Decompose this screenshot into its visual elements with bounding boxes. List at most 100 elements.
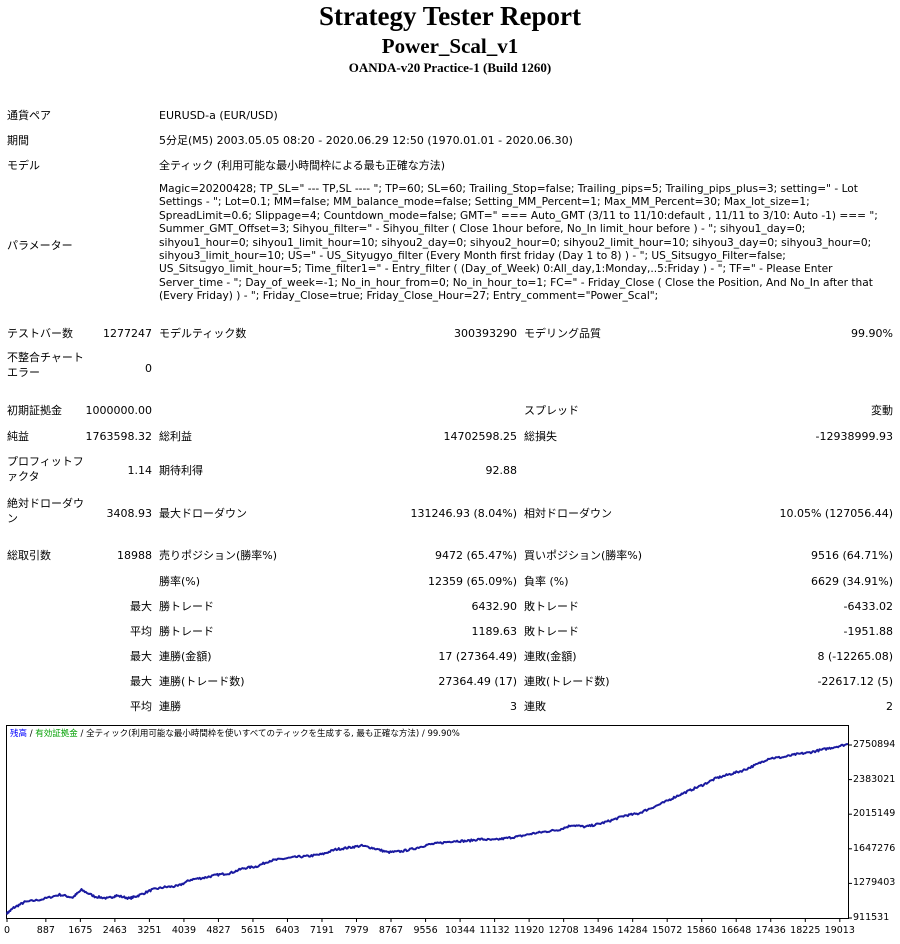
y-tick-label: 2750894 bbox=[853, 739, 896, 750]
long-positions-value: 9516 (64.71%) bbox=[810, 549, 893, 562]
largest-loss-label: 敗トレード bbox=[524, 600, 579, 613]
x-tick-label: 4039 bbox=[171, 925, 196, 936]
net-profit-label: 純益 bbox=[7, 430, 29, 443]
avg-loss-value: -1951.88 bbox=[843, 625, 893, 638]
legend-sep-2: / bbox=[77, 729, 87, 739]
abs-drawdown-label: 絶対ドローダウン bbox=[7, 497, 84, 525]
profit-factor-value: 1.14 bbox=[127, 464, 153, 477]
rel-drawdown-value: 10.05% (127056.44) bbox=[779, 507, 893, 520]
symbol-label: 通貨ペア bbox=[7, 109, 51, 122]
net-profit-value: 1763598.32 bbox=[85, 430, 152, 443]
total-trades-label: 総取引数 bbox=[7, 549, 51, 562]
max-label: 最大 bbox=[130, 600, 152, 613]
y-tick-label: 1279403 bbox=[853, 877, 896, 889]
avg-cons-win-label: 連勝 bbox=[159, 700, 181, 713]
loss-rate-value: 6629 (34.91%) bbox=[810, 575, 893, 588]
x-tick-label: 4827 bbox=[206, 925, 231, 936]
gross-profit-label: 総利益 bbox=[159, 430, 192, 443]
avg-win-value: 1189.63 bbox=[471, 625, 518, 638]
gross-profit-value: 14702598.25 bbox=[443, 430, 517, 443]
x-tick-label: 11920 bbox=[513, 925, 545, 936]
win-rate-label: 勝率(%) bbox=[159, 575, 201, 588]
loss-rate-label: 負率 (%) bbox=[524, 575, 569, 588]
spread-label: スプレッド bbox=[524, 404, 579, 417]
x-tick-label: 6403 bbox=[275, 925, 300, 936]
x-tick-label: 1675 bbox=[68, 925, 93, 936]
x-tick-label: 5615 bbox=[240, 925, 266, 936]
y-tick-label: 1647276 bbox=[853, 842, 896, 854]
x-tick-label: 14284 bbox=[617, 925, 648, 936]
x-tick-label: 0 bbox=[3, 925, 11, 936]
gross-loss-label: 総損失 bbox=[524, 430, 557, 443]
x-tick-label: 3251 bbox=[137, 925, 162, 936]
model-label: モデル bbox=[7, 159, 40, 172]
total-trades-value: 18988 bbox=[117, 549, 152, 562]
legend-sep-3: / bbox=[419, 729, 428, 739]
deposit-label: 初期証拠金 bbox=[7, 404, 62, 417]
x-tick-label: 7979 bbox=[344, 925, 369, 936]
max-cons-loss-money-value: 8 (-12265.08) bbox=[817, 650, 893, 663]
period-label: 期間 bbox=[7, 134, 29, 147]
x-tick-label: 19013 bbox=[824, 925, 855, 936]
ticks-value: 300393290 bbox=[454, 327, 517, 340]
avg-label: 平均 bbox=[130, 625, 152, 638]
x-tick-label: 887 bbox=[36, 925, 55, 936]
max-cons-loss-money-label: 連敗(金額) bbox=[524, 650, 577, 663]
gross-loss-value: -12938999.93 bbox=[815, 430, 893, 443]
bars-label: テストバー数 bbox=[7, 327, 73, 340]
balance-chart bbox=[6, 725, 849, 919]
expected-payoff-label: 期待利得 bbox=[159, 464, 203, 477]
account-info: OANDA-v20 Practice-1 (Build 1260) bbox=[348, 60, 552, 75]
x-tick-label: 15860 bbox=[686, 925, 717, 936]
ea-name: Power_Scal_v1 bbox=[381, 34, 519, 58]
max-cons-win-count-label: 連勝(トレード数) bbox=[159, 675, 245, 688]
x-tick-label: 18225 bbox=[790, 925, 821, 936]
legend-equity: 有効証拠金 bbox=[35, 729, 78, 739]
x-tick-label: 9556 bbox=[413, 925, 438, 936]
spread-value: 変動 bbox=[871, 404, 893, 417]
largest-win-value: 6432.90 bbox=[471, 600, 518, 613]
x-tick-label: 13496 bbox=[583, 925, 614, 936]
win-rate-value: 12359 (65.09%) bbox=[427, 575, 517, 588]
max-cons-win-money-value: 17 (27364.49) bbox=[438, 650, 517, 663]
max-cons-win-money-label: 連勝(金額) bbox=[159, 650, 212, 663]
x-tick-label: 16648 bbox=[721, 925, 752, 936]
params-value: Magic=20200428; TP_SL=" --- TP,SL ---- "… bbox=[159, 183, 878, 303]
legend-sep-1: / bbox=[27, 729, 36, 739]
max-label-3: 最大 bbox=[130, 675, 152, 688]
period-value: 5分足(M5) 2003.05.05 08:20 - 2020.06.29 12… bbox=[159, 134, 573, 147]
symbol-value: EURUSD-a (EUR/USD) bbox=[159, 109, 278, 122]
bars-value: 1277247 bbox=[103, 327, 152, 340]
max-drawdown-label: 最大ドローダウン bbox=[159, 507, 247, 520]
avg-win-label: 勝トレード bbox=[159, 625, 214, 638]
avg-cons-win-value: 3 bbox=[510, 700, 517, 713]
legend-model: 全ティック(利用可能な最小時間枠を使いすべてのティックを生成する, 最も正確な方… bbox=[86, 729, 420, 739]
x-tick-label: 17436 bbox=[755, 925, 786, 936]
x-tick-label: 10344 bbox=[444, 925, 476, 936]
y-tick-label: 2383021 bbox=[853, 773, 896, 785]
avg-loss-label: 敗トレード bbox=[524, 625, 579, 638]
model-value: 全ティック (利用可能な最小時間枠による最も正確な方法) bbox=[159, 159, 446, 172]
profit-factor-label: プロフィットファクタ bbox=[7, 455, 84, 483]
short-positions-value: 9472 (65.47%) bbox=[434, 549, 517, 562]
mismatch-value: 0 bbox=[145, 362, 152, 375]
expected-payoff-value: 92.88 bbox=[485, 464, 518, 477]
largest-win-label: 勝トレード bbox=[159, 600, 214, 613]
deposit-value: 1000000.00 bbox=[85, 404, 152, 417]
x-tick-label: 12708 bbox=[548, 925, 579, 936]
long-positions-label: 買いポジション(勝率%) bbox=[524, 549, 643, 562]
balance-line bbox=[6, 743, 848, 915]
avg-label-2: 平均 bbox=[130, 700, 152, 713]
chart-legend: 残高 / 有効証拠金 / 全ティック(利用可能な最小時間枠を使いすべてのティック… bbox=[10, 729, 460, 739]
ticks-label: モデルティック数 bbox=[159, 327, 247, 340]
x-tick-label: 11132 bbox=[479, 925, 510, 936]
rel-drawdown-label: 相対ドローダウン bbox=[524, 507, 612, 520]
x-tick-label: 8767 bbox=[378, 925, 404, 936]
x-tick-label: 2463 bbox=[102, 925, 127, 936]
x-tick-label: 15072 bbox=[652, 925, 683, 936]
mismatch-label: 不整合チャートエラー bbox=[7, 351, 84, 379]
abs-drawdown-value: 3408.93 bbox=[106, 507, 153, 520]
max-drawdown-value: 131246.93 (8.04%) bbox=[410, 507, 517, 520]
avg-cons-loss-value: 2 bbox=[886, 700, 893, 713]
